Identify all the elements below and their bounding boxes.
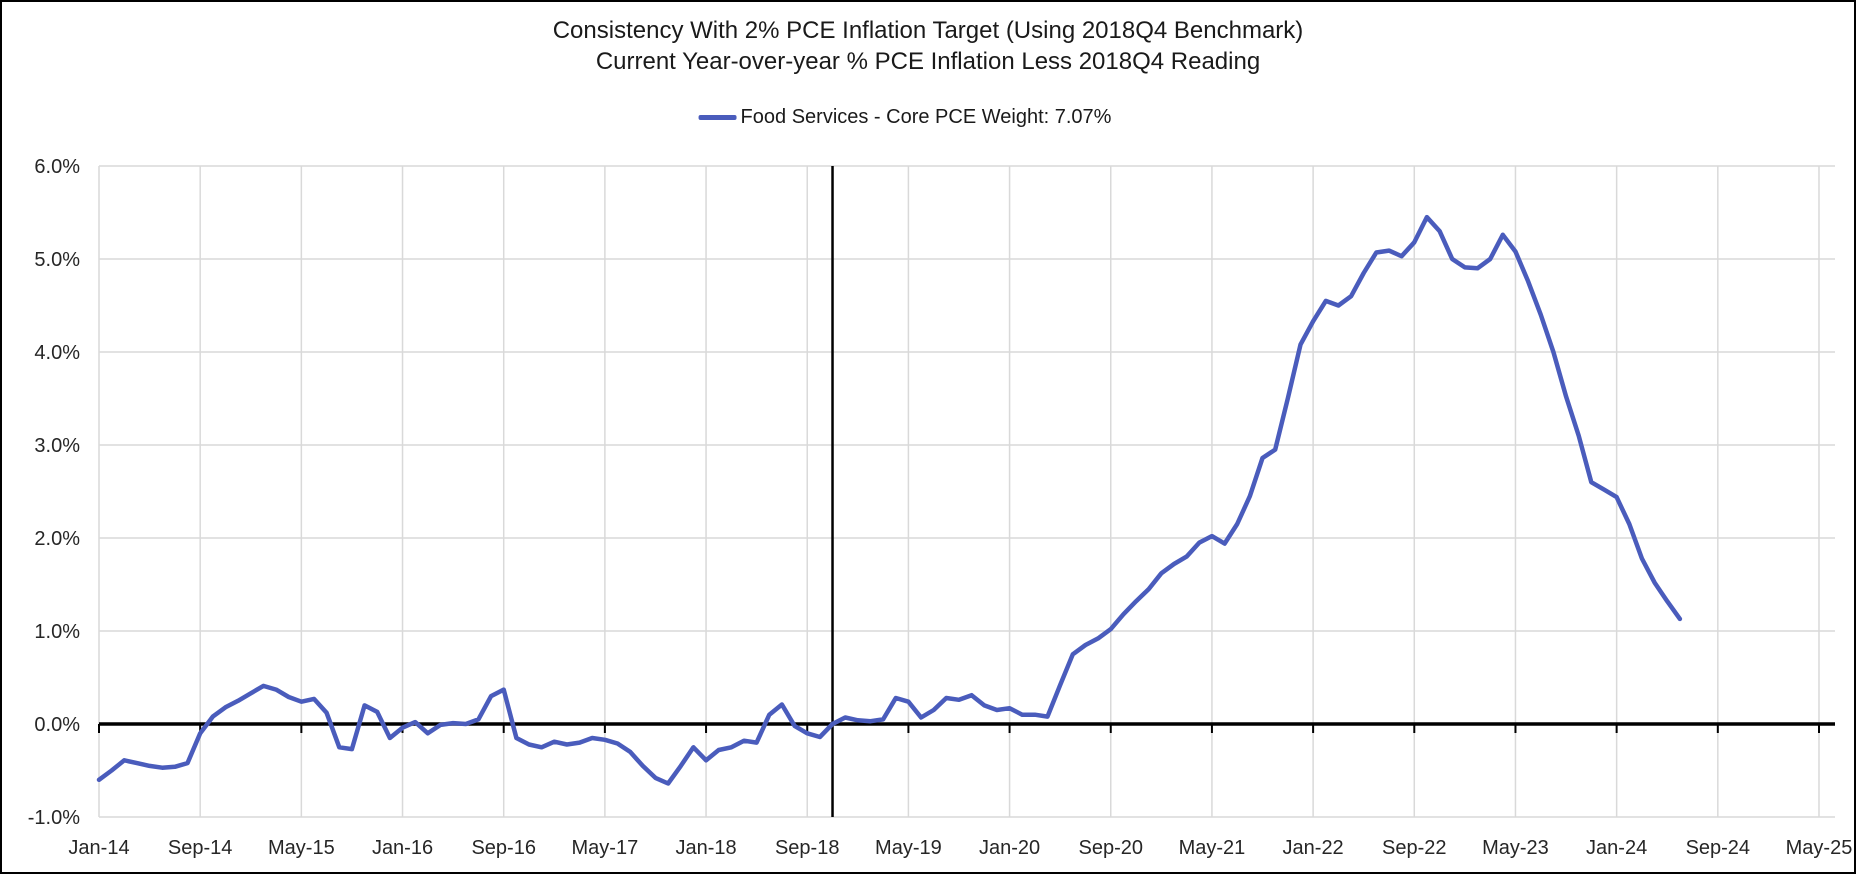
legend: Food Services - Core PCE Weight: 7.07% xyxy=(698,106,1112,129)
series-line-food-services xyxy=(96,214,1683,786)
x-axis-labels: Jan-14 Sep-14 May-15 Jan-16 Sep-16 May-17 Jan-… xyxy=(68,837,1852,859)
y-axis-tick-label: -1.0% xyxy=(28,807,80,829)
chart-title: Consistency With 2% PCE Inflation Target… xyxy=(552,17,1304,44)
legend-label: Food Services - Core PCE Weight: 7.07% xyxy=(740,106,1112,128)
x-axis-tick-label: Jan-16 xyxy=(372,837,433,859)
x-axis-tick-label: May-23 xyxy=(1482,837,1549,859)
chart-subtitle: Current Year-over-year % PCE Inflation L… xyxy=(595,48,1261,75)
x-axis-tick-label: Jan-18 xyxy=(675,837,736,859)
x-axis-tick-label: Jan-14 xyxy=(68,837,129,859)
x-axis-tick-label: Sep-24 xyxy=(1686,837,1751,859)
x-axis-tick-label: May-17 xyxy=(572,837,639,859)
horizontal-gridlines xyxy=(99,165,1835,818)
x-axis-tick-label: Sep-18 xyxy=(775,837,840,859)
x-axis-tick-label: May-19 xyxy=(875,837,942,859)
y-axis-tick-label: 0.0% xyxy=(34,714,80,736)
x-axis-tick-label: Jan-20 xyxy=(979,837,1040,859)
y-axis-tick-label: 5.0% xyxy=(34,249,80,271)
x-axis-tick-label: May-25 xyxy=(1786,837,1853,859)
x-axis-tick-label: Sep-20 xyxy=(1079,837,1144,859)
x-axis-tick-label: May-15 xyxy=(268,837,335,859)
x-axis-tick-label: Sep-22 xyxy=(1382,837,1447,859)
x-axis-tick-label: Sep-14 xyxy=(168,837,233,859)
y-axis-tick-label: 3.0% xyxy=(34,435,80,457)
y-axis-labels: 6.0% 5.0% 4.0% 3.0% 2.0% 1.0% 0.0% -1.0% xyxy=(28,156,80,829)
y-axis-tick-label: 1.0% xyxy=(34,621,80,643)
y-axis-tick-label: 6.0% xyxy=(34,156,80,178)
x-axis-tick-label: Sep-16 xyxy=(471,837,536,859)
x-axis-tick-label: May-21 xyxy=(1179,837,1246,859)
y-axis-tick-label: 4.0% xyxy=(34,342,80,364)
vertical-gridlines xyxy=(98,166,1820,817)
x-axis-tick-label: Jan-24 xyxy=(1586,837,1647,859)
x-axis-tick-label: Jan-22 xyxy=(1283,837,1344,859)
data-line xyxy=(96,214,1683,786)
x-axis-tick-marks xyxy=(98,724,1820,733)
y-axis-tick-label: 2.0% xyxy=(34,528,80,550)
legend-line-swatch-icon xyxy=(698,115,737,120)
